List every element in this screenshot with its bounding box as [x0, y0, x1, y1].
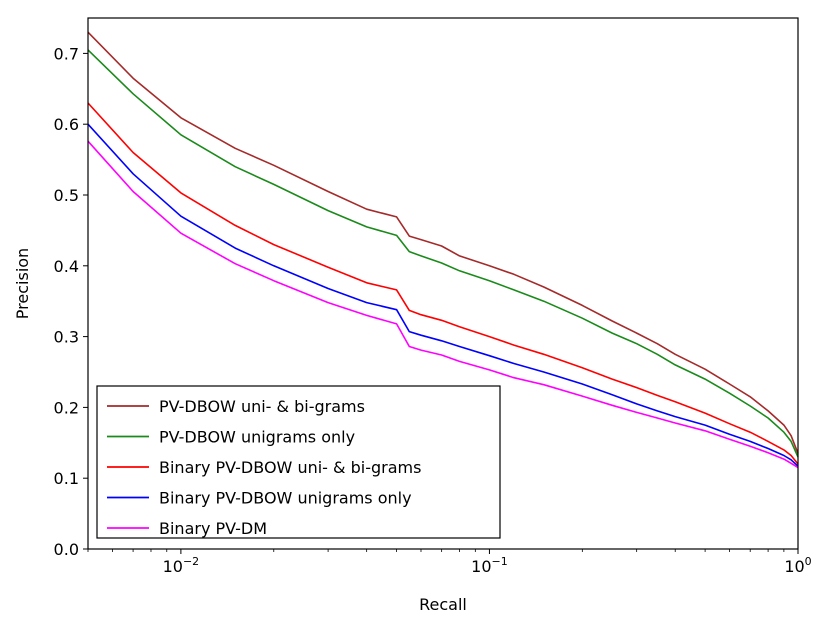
y-tick-label: 0.2 [54, 398, 79, 417]
x-axis-label: Recall [419, 595, 467, 614]
legend-label: Binary PV-DM [159, 519, 267, 538]
y-tick-label: 0.6 [54, 115, 79, 134]
y-tick-label: 0.1 [54, 469, 79, 488]
legend-box [96, 385, 501, 539]
plot-area [87, 17, 799, 550]
legend-label: Binary PV-DBOW uni- & bi-grams [159, 458, 421, 477]
axes-frame [87, 17, 799, 550]
legend-label: Binary PV-DBOW unigrams only [159, 489, 412, 508]
legend: PV-DBOW uni- & bi-grams PV-DBOW unigrams … [96, 385, 501, 539]
series-line-2 [87, 49, 799, 458]
series-layer [87, 31, 799, 469]
legend-label: PV-DBOW uni- & bi-grams [159, 397, 365, 416]
y-tick-label: 0.0 [54, 540, 79, 559]
x-tick-label: 10−2 [163, 555, 200, 576]
legend-label: PV-DBOW unigrams only [159, 428, 355, 447]
series-line-3 [87, 102, 799, 465]
series-line-4 [87, 123, 799, 467]
x-axis-ticks: 10−2 10−1 100 [87, 549, 812, 576]
y-axis-ticks: 0.0 0.1 0.2 0.3 0.4 0.5 0.6 0.7 [54, 44, 88, 559]
y-tick-label: 0.4 [54, 257, 79, 276]
y-tick-label: 0.7 [54, 44, 79, 63]
y-tick-label: 0.3 [54, 328, 79, 347]
y-axis-label: Precision [13, 248, 32, 319]
x-tick-label: 100 [784, 555, 811, 576]
x-tick-label: 10−1 [471, 555, 508, 576]
series-line-5 [87, 140, 799, 469]
series-line-1 [87, 31, 799, 454]
y-tick-label: 0.5 [54, 186, 79, 205]
